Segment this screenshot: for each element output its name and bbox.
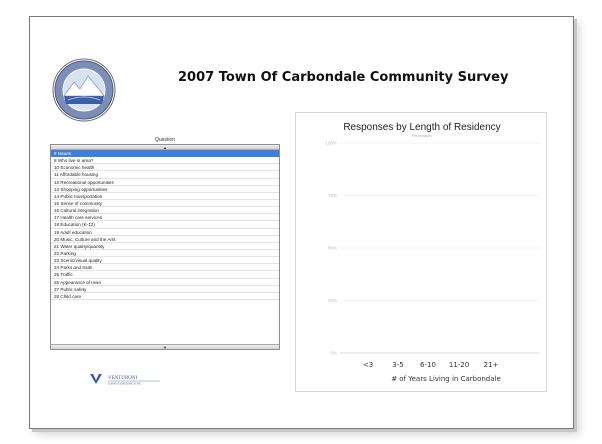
- question-item[interactable]: 11 Affordable housing: [51, 171, 279, 179]
- y-tick-label: 50%: [328, 246, 337, 251]
- question-list-panel: Question ▲ # Issues 8 Who live in area? 10…: [50, 136, 280, 356]
- y-tick-label: 0%: [330, 351, 337, 356]
- y-tick-label: 25%: [328, 298, 337, 303]
- question-item[interactable]: 28 Child care: [51, 293, 279, 300]
- scroll-up-arrow-icon[interactable]: ▲: [51, 145, 279, 150]
- brand-tagline: SURVEYS & RESEARCH, INC.: [108, 383, 142, 386]
- question-items: # Issues 8 Who live in area? 10 Economic h…: [51, 150, 279, 300]
- question-item[interactable]: 18 Education (K-12): [51, 221, 279, 229]
- question-item[interactable]: 26 Appearance of town: [51, 279, 279, 286]
- question-item[interactable]: 10 Economic health: [51, 164, 279, 172]
- question-item[interactable]: 25 Traffic: [51, 271, 279, 279]
- town-seal-logo: [52, 58, 116, 122]
- chart-subtitle: Percentages: [412, 134, 432, 138]
- chart-svg: Responses by Length of Residency Percent…: [325, 122, 540, 383]
- chart-y-ticks: 0% 25% 50% 75% 100%: [325, 141, 337, 356]
- chart-x-axis-label: # of Years Living in Carbondale: [391, 375, 501, 383]
- x-tick-label: 21+: [484, 361, 499, 369]
- x-tick-label: <3: [363, 361, 373, 369]
- question-item[interactable]: 21 Water quality/quantity: [51, 243, 279, 250]
- chart-grid: [340, 142, 540, 354]
- question-list-header: Question: [154, 137, 175, 143]
- question-item[interactable]: 17 Health care services: [51, 214, 279, 222]
- y-tick-label: 75%: [328, 193, 337, 198]
- question-item[interactable]: 15 Sense of community: [51, 200, 279, 208]
- brand-name: VENTURONI: [108, 376, 137, 381]
- y-tick-label: 100%: [325, 141, 337, 146]
- scroll-down-arrow-icon[interactable]: ▼: [51, 344, 279, 349]
- question-item[interactable]: 16 Cultural integration: [51, 207, 279, 215]
- page-title: 2007 Town Of Carbondale Community Survey: [178, 70, 509, 85]
- question-item[interactable]: # Issues: [51, 150, 279, 158]
- question-item[interactable]: 19 Adult education: [51, 229, 279, 236]
- question-item[interactable]: 27 Public safety: [51, 286, 279, 293]
- question-item[interactable]: 24 Parks and trails: [51, 264, 279, 272]
- question-list[interactable]: ▲ # Issues 8 Who live in area? 10 Economic…: [50, 144, 280, 350]
- question-item[interactable]: 22 Parking: [51, 250, 279, 258]
- question-item[interactable]: 12 Recreational opportunities: [51, 179, 279, 186]
- venturoni-logo: VENTURONI SURVEYS & RESEARCH, INC.: [90, 374, 160, 386]
- chart-title: Responses by Length of Residency: [343, 122, 500, 133]
- responses-chart: Responses by Length of Residency Percent…: [295, 112, 547, 392]
- question-item[interactable]: 23 Scenic/visual quality: [51, 257, 279, 265]
- x-tick-label: 6-10: [420, 361, 436, 369]
- question-item[interactable]: 20 Music, Culture and the Arts: [51, 236, 279, 243]
- question-item[interactable]: 14 Public transportation: [51, 193, 279, 200]
- x-tick-label: 11-20: [449, 361, 469, 369]
- x-tick-label: 3-5: [392, 361, 403, 369]
- chart-x-ticks: <3 3-5 6-10 11-20 21+: [363, 361, 499, 369]
- question-item[interactable]: 8 Who live in area?: [51, 157, 279, 165]
- question-item[interactable]: 13 Shopping opportunities: [51, 186, 279, 193]
